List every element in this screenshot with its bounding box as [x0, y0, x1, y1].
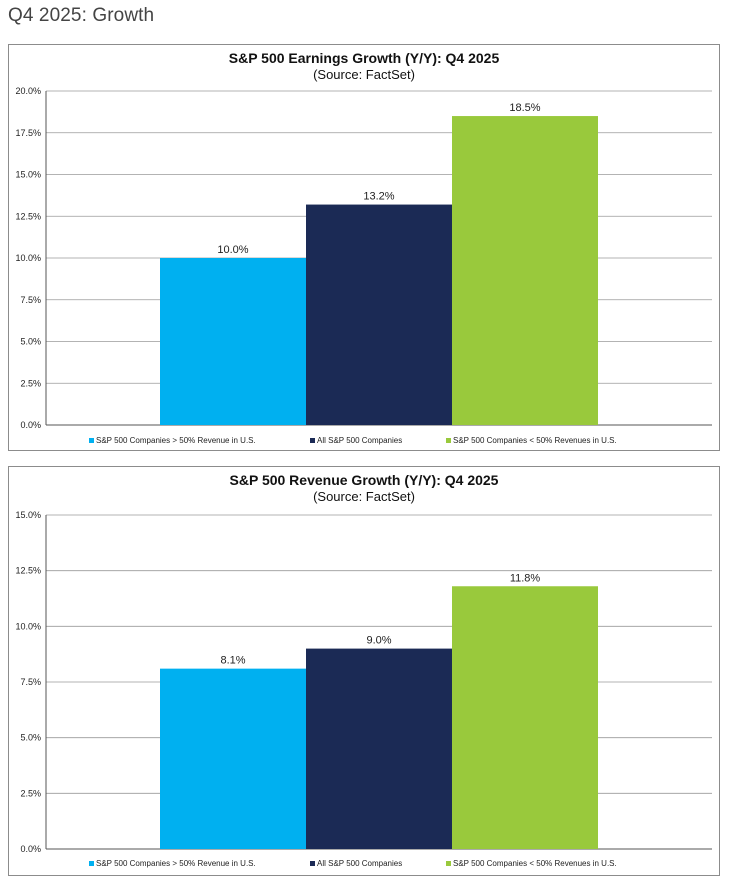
y-tick-label: 10.0%: [15, 621, 41, 631]
legend-label: All S&P 500 Companies: [317, 436, 402, 445]
bar-value-label: 11.8%: [510, 572, 541, 584]
bar: [306, 648, 452, 849]
legend-item: S&P 500 Companies < 50% Revenues in U.S.: [446, 436, 617, 445]
legend-label: S&P 500 Companies > 50% Revenue in U.S.: [96, 859, 256, 868]
legend-swatch: [310, 861, 315, 866]
legend-swatch: [89, 861, 94, 866]
y-tick-label: 7.5%: [20, 677, 41, 687]
legend-swatch: [446, 438, 451, 443]
y-tick-label: 7.5%: [20, 295, 41, 305]
y-tick-label: 2.5%: [20, 378, 41, 388]
bar-value-label: 10.0%: [217, 244, 248, 256]
y-tick-label: 5.0%: [20, 733, 41, 743]
legend-swatch: [89, 438, 94, 443]
y-tick-label: 10.0%: [15, 253, 41, 263]
bar: [452, 116, 598, 426]
y-tick-label: 15.0%: [15, 170, 41, 180]
chart-subtitle: (Source: FactSet): [313, 67, 415, 82]
y-tick-label: 20.0%: [15, 86, 41, 96]
legend-swatch: [446, 861, 451, 866]
bar-value-label: 13.2%: [363, 191, 394, 203]
bar: [452, 586, 598, 849]
earnings-chart-plot: 0.0% 2.5% 5.0% 7.5% 10.0% 12.5% 15.0% 17.5% 20.0…: [15, 86, 712, 445]
legend-label: S&P 500 Companies > 50% Revenue in U.S.: [96, 436, 256, 445]
y-tick-label: 0.0%: [20, 844, 41, 854]
legend-swatch: [310, 438, 315, 443]
legend-item: S&P 500 Companies > 50% Revenue in U.S.: [89, 436, 256, 445]
y-tick-label: 12.5%: [15, 566, 41, 576]
bar: [160, 668, 306, 849]
legend-item: All S&P 500 Companies: [310, 436, 402, 445]
legend-label: All S&P 500 Companies: [317, 859, 402, 868]
legend-label: S&P 500 Companies < 50% Revenues in U.S.: [453, 859, 617, 868]
y-tick-label: 15.0%: [15, 510, 41, 520]
y-tick-label: 0.0%: [20, 420, 41, 430]
bar-value-label: 8.1%: [220, 655, 245, 667]
y-tick-label: 5.0%: [20, 337, 41, 347]
bar: [306, 204, 452, 425]
earnings-growth-chart: S&P 500 Earnings Growth (Y/Y): Q4 2025 (…: [8, 44, 720, 451]
y-tick-label: 12.5%: [15, 211, 41, 221]
bar-value-label: 18.5%: [509, 102, 540, 114]
legend-item: S&P 500 Companies < 50% Revenues in U.S.: [446, 859, 617, 868]
chart-title: S&P 500 Earnings Growth (Y/Y): Q4 2025: [228, 50, 500, 66]
legend-label: S&P 500 Companies < 50% Revenues in U.S.: [453, 436, 617, 445]
revenue-growth-chart: S&P 500 Revenue Growth (Y/Y): Q4 2025 (S…: [8, 466, 720, 876]
bar-value-label: 9.0%: [366, 635, 391, 647]
legend-item: S&P 500 Companies > 50% Revenue in U.S.: [89, 859, 256, 868]
chart-subtitle: (Source: FactSet): [313, 489, 415, 504]
revenue-chart-plot: 0.0% 2.5% 5.0% 7.5% 10.0% 12.5% 15.0% 8.1% 9.0% 1…: [15, 510, 712, 868]
y-tick-label: 17.5%: [15, 128, 41, 138]
page-heading: Q4 2025: Growth: [8, 5, 155, 26]
chart-title: S&P 500 Revenue Growth (Y/Y): Q4 2025: [229, 472, 499, 488]
y-tick-label: 2.5%: [20, 788, 41, 798]
legend-item: All S&P 500 Companies: [310, 859, 402, 868]
bar: [160, 258, 306, 425]
